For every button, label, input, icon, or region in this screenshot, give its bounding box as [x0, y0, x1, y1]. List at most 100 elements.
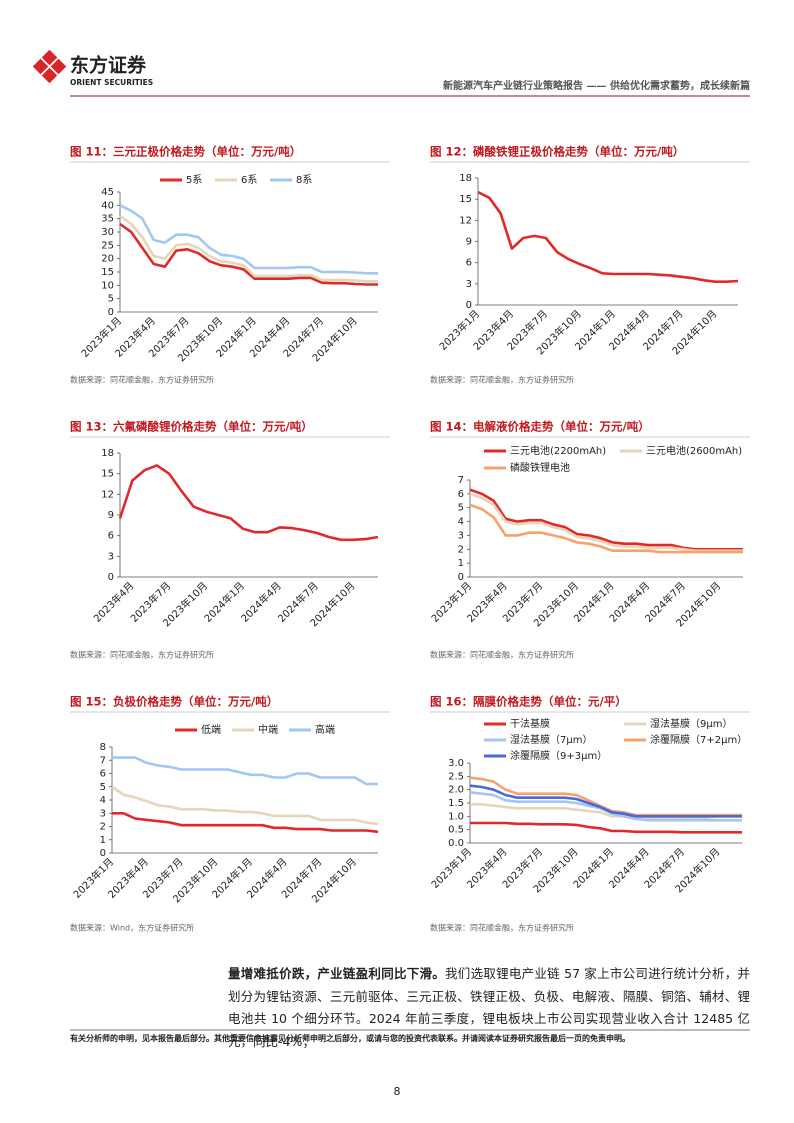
y-tick-label: 1	[458, 558, 464, 569]
legend-label: 高端	[315, 723, 335, 736]
chart-title: 图 11：三元正极价格走势（单位：万元/吨）	[70, 145, 301, 159]
y-tick-label: 12	[101, 489, 114, 500]
logo-shape	[50, 58, 67, 75]
y-tick-label: 9	[466, 237, 472, 248]
legend-label: 涂覆隔膜（7+2μm）	[650, 733, 747, 746]
y-tick-label: 5	[108, 294, 114, 305]
legend-label: 磷酸铁锂电池	[510, 461, 570, 474]
data-line	[119, 214, 378, 283]
legend-label: 湿法基膜（9μm）	[650, 717, 732, 730]
y-tick-label: 5	[458, 503, 464, 514]
source-note: 数据来源：同花顺金融，东方证券研究所	[70, 650, 214, 660]
y-tick-label: 45	[101, 187, 114, 198]
y-tick-label: 0.0	[448, 838, 464, 849]
body-lead: 量增难抵价跌，产业链盈利同比下滑。	[228, 966, 446, 981]
logo-shape	[32, 58, 49, 75]
y-tick-label: 0	[108, 572, 114, 583]
chart-panel: 图 12：磷酸铁锂正极价格走势（单位：万元/吨） 数据来源：同花顺金融，东方证券研…	[430, 145, 750, 385]
y-tick-label: 35	[101, 214, 114, 225]
logo-shape	[41, 67, 58, 84]
y-tick-label: 6	[458, 489, 464, 500]
data-line	[470, 821, 742, 834]
y-tick-label: 10	[101, 280, 114, 291]
legend-label: 6系	[241, 174, 257, 186]
legend-label: 低端	[201, 723, 221, 736]
data-line	[119, 222, 378, 286]
y-tick-label: 7	[100, 755, 106, 766]
y-tick-label: 15	[101, 267, 114, 278]
legend-label: 三元电池(2600mAh)	[646, 444, 742, 457]
data-line	[477, 190, 739, 284]
data-line	[470, 802, 742, 820]
chart-panel: 图 14：电解液价格走势（单位：万元/吨） 数据来源：同花顺金融，东方证券研究所 0…	[428, 420, 750, 660]
y-tick-label: 1.0	[448, 811, 464, 822]
body-text: 量增难抵价跌，产业链盈利同比下滑。我们选取锂电产业链 57 家上市公司进行统计分…	[228, 963, 750, 1053]
chart-title: 图 13：六氟磷酸锂价格走势（单位：万元/吨）	[70, 420, 313, 434]
legend-label: 干法基膜	[510, 717, 550, 730]
chart-panel: 图 15：负极价格走势（单位：万元/吨） 数据来源：Wind，东方证券研究所 0 1 2…	[70, 695, 390, 933]
logo-shape	[41, 49, 58, 66]
y-tick-label: 18	[101, 448, 114, 459]
chart-panel: 图 13：六氟磷酸锂价格走势（单位：万元/吨） 数据来源：同花顺金融，东方证券研究…	[70, 420, 390, 660]
y-tick-label: 40	[101, 200, 114, 211]
body-paragraph: 我们选取锂电产业链 57 家上市公司进行统计分析，并划分为锂钴资源、三元前驱体、…	[228, 966, 750, 1049]
logo-text: 东方证券	[70, 54, 147, 77]
chart-panel: 图 16：隔膜价格走势（单位：元/平） 数据来源：同花顺金融，东方证券研究所 0.0…	[428, 695, 750, 933]
y-tick-label: 0	[458, 572, 464, 583]
y-tick-label: 2	[100, 822, 106, 833]
y-tick-label: 6	[100, 769, 106, 780]
legend-label: 湿法基膜（7μm）	[510, 733, 592, 746]
y-tick-label: 3.0	[448, 758, 464, 769]
data-line	[469, 784, 742, 818]
legend-label: 8系	[296, 174, 312, 186]
y-tick-label: 25	[101, 240, 114, 251]
y-tick-label: 2	[458, 544, 464, 555]
y-tick-label: 20	[101, 254, 114, 265]
page-number: 8	[393, 1085, 401, 1098]
legend-label: 涂覆隔膜（9+3μm）	[510, 749, 607, 762]
data-line	[112, 811, 379, 834]
report-title: 新能源汽车产业链行业策略报告 —— 供给优化需求蓄势，成长续新篇	[443, 79, 750, 92]
data-line	[118, 464, 379, 542]
y-tick-label: 0	[100, 848, 106, 859]
y-tick-label: 2.0	[448, 785, 464, 796]
data-line	[469, 488, 743, 551]
y-tick-label: 9	[108, 510, 114, 521]
y-tick-label: 1	[100, 835, 106, 846]
y-tick-label: 3	[100, 808, 106, 819]
legend-label: 三元电池(2200mAh)	[510, 444, 606, 457]
y-tick-label: 0	[108, 307, 114, 318]
y-tick-label: 3	[458, 530, 464, 541]
chart-title: 图 15：负极价格走势（单位：万元/吨）	[70, 695, 278, 709]
y-tick-label: 12	[459, 215, 472, 226]
y-tick-label: 8	[100, 742, 106, 753]
source-note: 数据来源：同花顺金融，东方证券研究所	[430, 375, 574, 385]
y-tick-label: 15	[459, 194, 472, 205]
y-tick-label: 3	[466, 279, 472, 290]
y-tick-label: 6	[108, 531, 114, 542]
y-tick-label: 0	[466, 300, 472, 311]
y-tick-label: 3	[108, 551, 114, 562]
y-tick-label: 4	[458, 517, 464, 528]
source-note: 数据来源：同花顺金融，东方证券研究所	[430, 650, 574, 660]
legend-label: 中端	[258, 723, 278, 736]
y-tick-label: 18	[459, 173, 472, 184]
data-line	[111, 785, 379, 826]
y-tick-label: 30	[101, 227, 114, 238]
source-note: 数据来源：Wind，东方证券研究所	[70, 923, 194, 933]
data-line	[469, 503, 743, 554]
data-line	[469, 492, 743, 553]
y-tick-label: 2.5	[448, 771, 464, 782]
legend-label: 5系	[186, 174, 202, 186]
y-tick-label: 5	[100, 782, 106, 793]
data-line	[119, 204, 378, 275]
y-tick-label: 0.5	[448, 825, 464, 836]
y-tick-label: 1.5	[448, 798, 464, 809]
source-note: 数据来源：同花顺金融，东方证券研究所	[430, 923, 574, 933]
y-tick-label: 6	[466, 258, 472, 269]
chart-title: 图 12：磷酸铁锂正极价格走势（单位：万元/吨）	[430, 145, 684, 159]
chart-title: 图 16：隔膜价格走势（单位：元/平）	[430, 695, 627, 709]
disclaimer: 有关分析师的申明，见本报告最后部分。其他重要信息披露见分析师申明之后部分，或请与…	[70, 1034, 630, 1043]
